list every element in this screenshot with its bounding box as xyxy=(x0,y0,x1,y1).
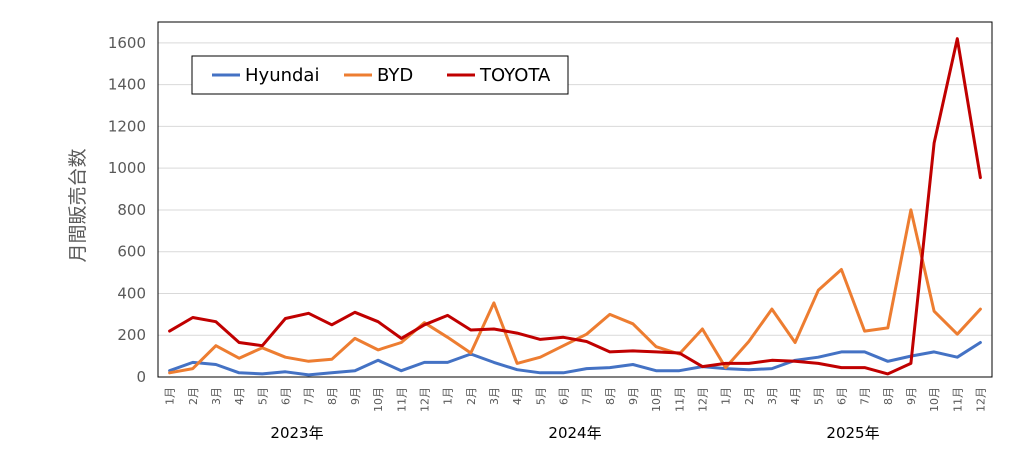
x-tick-label: 9月 xyxy=(905,387,918,405)
x-tick-label: 7月 xyxy=(303,387,316,405)
y-tick-label: 200 xyxy=(117,326,146,344)
x-tick-label: 3月 xyxy=(210,387,223,405)
x-tick-label: 4月 xyxy=(789,387,802,405)
x-tick-label: 8月 xyxy=(604,387,617,405)
x-tick-label: 2月 xyxy=(187,387,200,405)
gridlines xyxy=(158,42,992,378)
legend-label-byd: BYD xyxy=(377,65,413,86)
x-tick-label: 10月 xyxy=(650,387,663,412)
x-tick-label: 3月 xyxy=(488,387,501,405)
x-tick-label: 5月 xyxy=(534,387,547,405)
y-tick-label: 1400 xyxy=(108,76,146,94)
y-tick-label: 600 xyxy=(117,243,146,261)
year-label: 2025年 xyxy=(826,424,879,442)
x-tick-label: 6月 xyxy=(279,387,292,405)
series-line-hyundai xyxy=(168,341,982,377)
x-tick-label: 6月 xyxy=(835,387,848,405)
x-tick-label: 8月 xyxy=(882,387,895,405)
x-tick-label: 10月 xyxy=(372,387,385,412)
x-tick-label: 9月 xyxy=(627,387,640,405)
legend-label-hyundai: Hyundai xyxy=(245,65,319,86)
x-tick-label: 12月 xyxy=(696,387,709,412)
x-tick-label: 4月 xyxy=(511,387,524,405)
y-tick-label: 1600 xyxy=(108,34,146,52)
y-tick-label: 1200 xyxy=(108,117,146,135)
x-axis-ticks: 1月 2月 3月 4月 5月 6月 7月 8月 9月 10月 11月 12月 1月 2月 3月 4月 5月 6月 7… xyxy=(164,387,988,412)
x-tick-label: 7月 xyxy=(581,387,594,405)
year-label: 2023年 xyxy=(270,424,323,442)
y-tick-label: 1000 xyxy=(108,159,146,177)
y-tick-label: 800 xyxy=(117,201,146,219)
x-tick-label: 12月 xyxy=(418,387,431,412)
x-tick-label: 2月 xyxy=(465,387,478,405)
x-tick-label: 4月 xyxy=(233,387,246,405)
x-tick-label: 11月 xyxy=(673,387,686,412)
legend: Hyundai BYD TOYOTA xyxy=(191,55,569,95)
x-tick-label: 12月 xyxy=(974,387,987,412)
y-tick-label: 400 xyxy=(117,284,146,302)
x-tick-label: 1月 xyxy=(720,387,733,405)
x-tick-label: 1月 xyxy=(442,387,455,405)
x-tick-label: 2月 xyxy=(743,387,756,405)
series-line-byd xyxy=(168,208,982,375)
x-tick-label: 8月 xyxy=(326,387,339,405)
x-tick-label: 11月 xyxy=(951,387,964,412)
series-lines xyxy=(168,37,982,377)
x-tick-label: 6月 xyxy=(557,387,570,405)
y-tick-label: 0 xyxy=(136,368,146,386)
legend-label-toyota: TOYOTA xyxy=(479,65,551,86)
plot-area-frame xyxy=(157,21,993,378)
x-tick-label: 1月 xyxy=(164,387,177,405)
x-tick-label: 7月 xyxy=(859,387,872,405)
x-tick-label: 10月 xyxy=(928,387,941,412)
year-labels: 2023年 2024年 2025年 xyxy=(270,424,879,442)
year-label: 2024年 xyxy=(548,424,601,442)
series-line-toyota xyxy=(168,37,982,376)
x-tick-label: 5月 xyxy=(256,387,269,405)
y-axis-ticks: 0 200 400 600 800 1000 1200 1400 1600 xyxy=(108,34,146,386)
x-tick-label: 9月 xyxy=(349,387,362,405)
y-axis-label: 月間販売台数 xyxy=(67,148,89,262)
x-tick-label: 11月 xyxy=(395,387,408,412)
x-tick-label: 3月 xyxy=(766,387,779,405)
legend-box xyxy=(191,55,569,95)
x-tick-label: 5月 xyxy=(812,387,825,405)
